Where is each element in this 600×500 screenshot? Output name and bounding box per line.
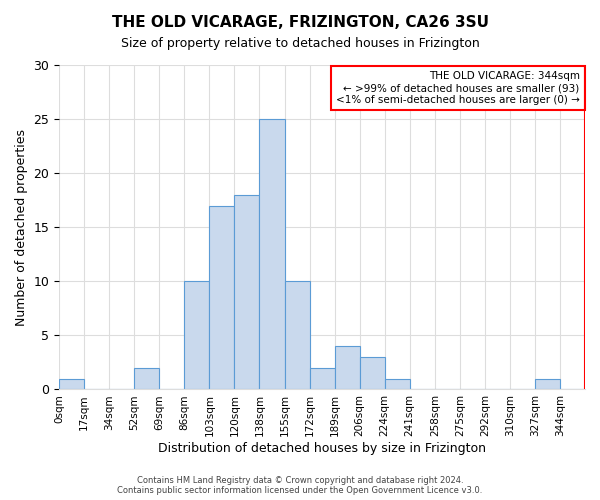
Bar [209, 206, 235, 390]
Bar [184, 282, 209, 390]
Bar [535, 378, 560, 390]
Bar [235, 195, 259, 390]
Bar [59, 378, 84, 390]
Bar [385, 378, 410, 390]
Bar [310, 368, 335, 390]
Y-axis label: Number of detached properties: Number of detached properties [15, 128, 28, 326]
Text: THE OLD VICARAGE: 344sqm
← >99% of detached houses are smaller (93)
<1% of semi-: THE OLD VICARAGE: 344sqm ← >99% of detac… [336, 72, 580, 104]
Bar [259, 119, 284, 390]
Bar [134, 368, 160, 390]
X-axis label: Distribution of detached houses by size in Frizington: Distribution of detached houses by size … [158, 442, 486, 455]
Bar [284, 282, 310, 390]
Bar [335, 346, 359, 390]
Bar [359, 357, 385, 390]
Text: Contains HM Land Registry data © Crown copyright and database right 2024.
Contai: Contains HM Land Registry data © Crown c… [118, 476, 482, 495]
Text: Size of property relative to detached houses in Frizington: Size of property relative to detached ho… [121, 38, 479, 51]
Text: THE OLD VICARAGE, FRIZINGTON, CA26 3SU: THE OLD VICARAGE, FRIZINGTON, CA26 3SU [112, 15, 488, 30]
